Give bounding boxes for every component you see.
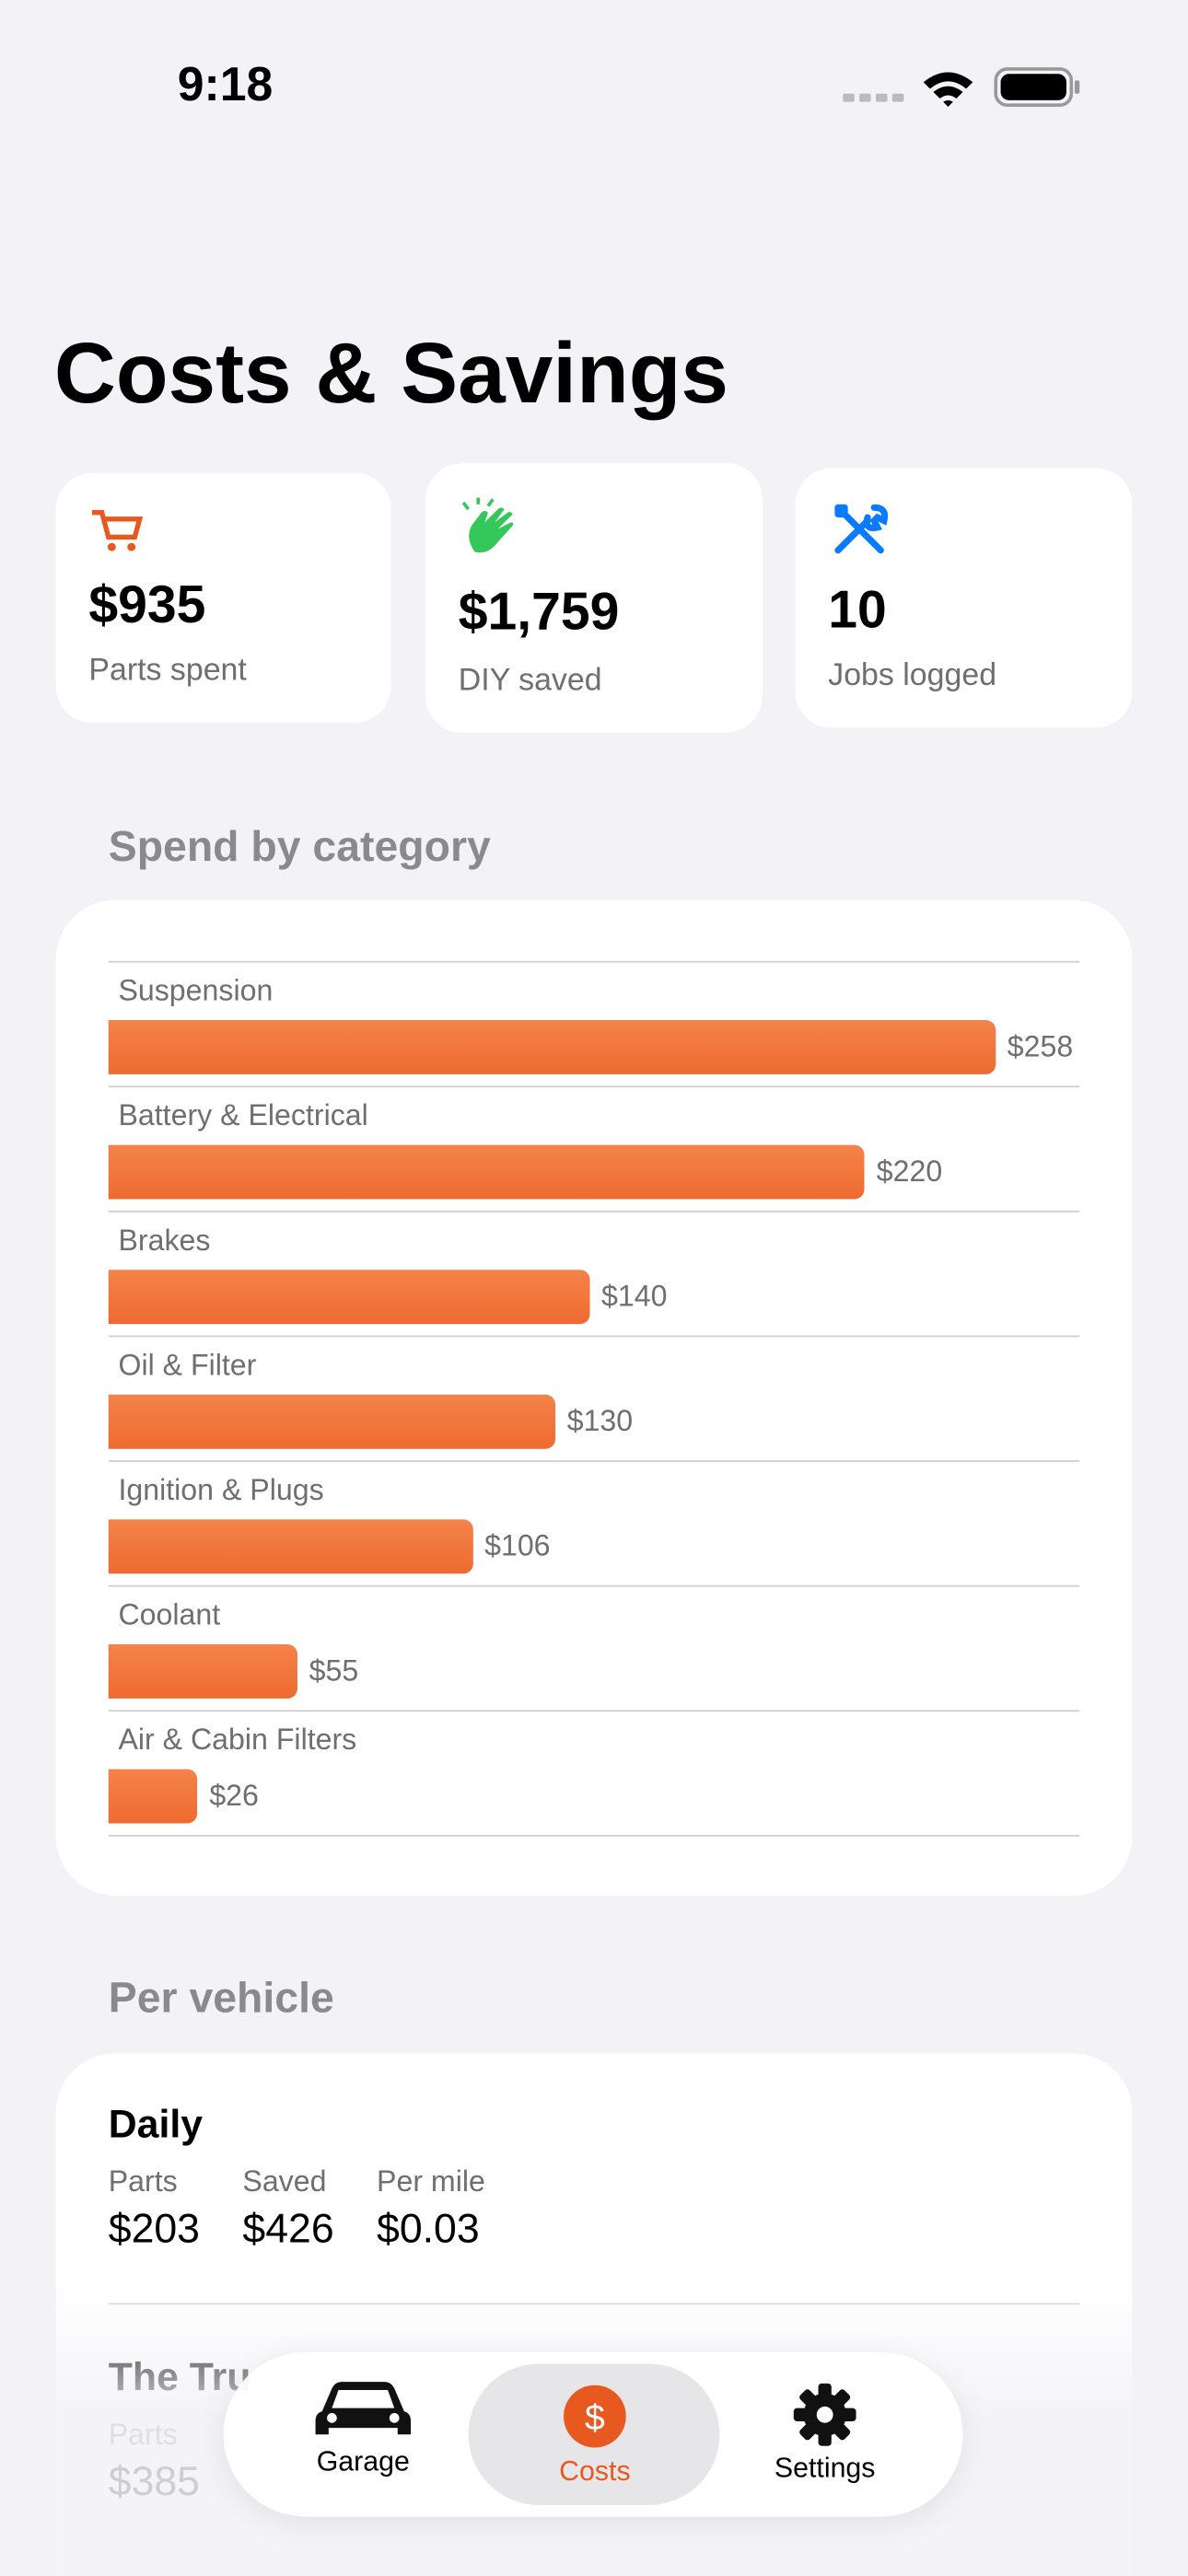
row-separator (108, 1710, 1080, 1712)
metric-label: Per mile (377, 2164, 485, 2199)
stat-value: $935 (88, 574, 206, 634)
row-separator (108, 1460, 1080, 1462)
metric-value: $426 (242, 2206, 334, 2253)
category-label: Oil & Filter (118, 1348, 257, 1382)
stat-value: 10 (828, 579, 887, 640)
row-separator (108, 960, 1080, 963)
category-label: Suspension (118, 974, 274, 1007)
value-label: $220 (876, 1155, 943, 1188)
tools-icon (834, 504, 889, 554)
stat-label: Parts spent (88, 654, 247, 689)
section-title: Per vehicle (108, 1972, 334, 2023)
metric-label: Saved (242, 2164, 327, 2199)
tab[interactable]: Settings (751, 2382, 899, 2485)
costs-icon: $ (563, 2385, 626, 2448)
gear-icon (793, 2383, 856, 2446)
status-icons (843, 67, 1080, 107)
category-label: Ignition & Plugs (118, 1473, 324, 1507)
value-label: $55 (309, 1654, 359, 1688)
section-title: Spend by category (108, 821, 491, 871)
tab-label: Settings (774, 2452, 876, 2484)
value-label: $106 (484, 1529, 551, 1562)
bar (108, 1644, 298, 1699)
hands-icon (461, 497, 514, 553)
vehicle-row: Daily Parts $203 Saved $426 Per mile $0.03 (108, 2102, 1080, 2305)
bar (108, 1769, 198, 1824)
metric-value: $203 (108, 2206, 201, 2253)
page-title: Costs & Savings (53, 327, 729, 423)
tab-bar: Garage $ Costs Settings (223, 2352, 963, 2517)
tab[interactable]: Garage (289, 2375, 437, 2478)
row-separator (108, 1210, 1080, 1213)
row-separator (108, 1834, 1080, 1837)
car-icon (315, 2382, 412, 2435)
metric: Per mile $0.03 (377, 2165, 485, 2254)
value-label: $258 (1007, 1029, 1074, 1063)
bar (108, 1270, 590, 1325)
stat-card: $1,759 DIY saved (425, 463, 763, 733)
category-label: Coolant (118, 1598, 221, 1631)
bar (108, 1020, 996, 1074)
metric: Parts $203 (109, 2165, 200, 2254)
tab[interactable]: $ Costs (521, 2385, 670, 2489)
metric-label: Parts (108, 2164, 178, 2199)
stat-card: $935 Parts spent (55, 472, 391, 724)
vehicle-name: Daily (108, 2102, 204, 2147)
category-label: Brakes (118, 1224, 211, 1257)
stat-card: 10 Jobs logged (795, 468, 1133, 728)
metrics: Parts $203 Saved $426 Per mile $0.03 (109, 2165, 1079, 2254)
value-label: $26 (209, 1779, 259, 1813)
bar (108, 1519, 473, 1574)
bar (108, 1394, 556, 1449)
value-label: $140 (601, 1279, 668, 1313)
row-separator (108, 1085, 1080, 1088)
metric: Saved $426 (242, 2165, 333, 2254)
row-separator (108, 1584, 1080, 1587)
bar (108, 1144, 866, 1200)
stat-value: $1,759 (458, 581, 620, 641)
tab-label: Costs (559, 2455, 631, 2488)
value-label: $130 (566, 1404, 634, 1438)
tab-label: Garage (316, 2445, 410, 2477)
category-label: Battery & Electrical (118, 1098, 368, 1132)
category-label: Air & Cabin Filters (118, 1723, 357, 1757)
row-separator (108, 1335, 1080, 1338)
stat-label: Jobs logged (828, 658, 997, 693)
stat-label: DIY saved (458, 663, 602, 699)
cart-icon (91, 510, 144, 551)
status-time: 9:18 (177, 59, 274, 112)
metric-value: $0.03 (377, 2206, 480, 2253)
svg-text:$: $ (585, 2397, 605, 2438)
